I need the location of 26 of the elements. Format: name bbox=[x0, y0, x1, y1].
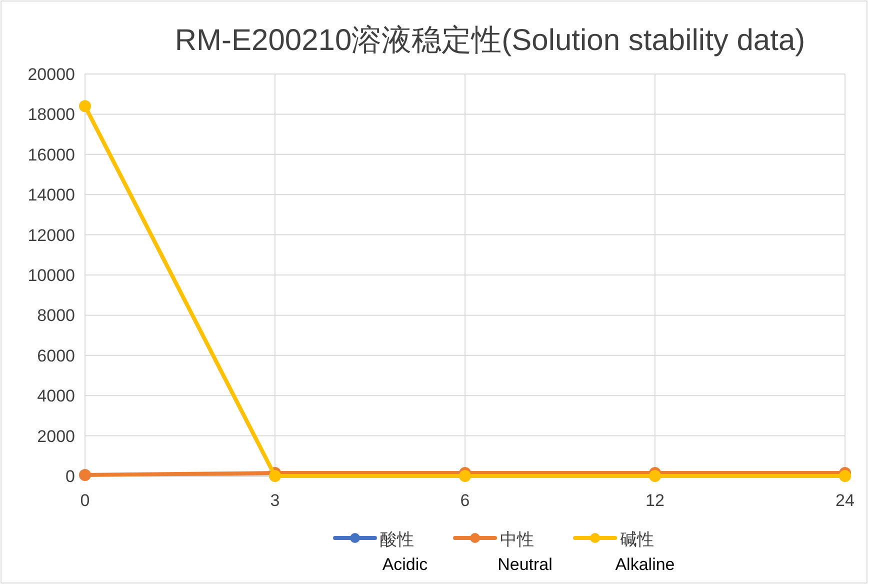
legend-label: 碱性 Alkaline bbox=[615, 530, 675, 574]
x-tick-label: 24 bbox=[836, 491, 854, 510]
y-tick-label: 8000 bbox=[37, 306, 75, 326]
point bbox=[459, 470, 471, 482]
y-tick-label: 2000 bbox=[37, 426, 75, 446]
y-tick-label: 18000 bbox=[28, 105, 75, 124]
y-tick-label: 4000 bbox=[37, 386, 75, 406]
x-tick-label: 12 bbox=[646, 491, 664, 510]
point bbox=[839, 470, 851, 482]
point bbox=[269, 470, 281, 482]
y-tick-label: 0 bbox=[66, 467, 75, 486]
y-tick-label: 20000 bbox=[28, 65, 75, 84]
y-tick-label: 12000 bbox=[28, 226, 75, 245]
y-tick-label: 6000 bbox=[37, 346, 75, 366]
y-tick-label: 10000 bbox=[28, 266, 75, 285]
legend-label: 酸性 Acidic bbox=[380, 530, 428, 574]
x-tick-label: 6 bbox=[460, 491, 470, 510]
x-tick-label: 3 bbox=[270, 491, 280, 510]
y-tick-label: 16000 bbox=[28, 145, 75, 164]
point bbox=[79, 100, 91, 112]
y-tick-label: 14000 bbox=[28, 186, 75, 205]
point bbox=[79, 468, 91, 481]
x-tick-label: 0 bbox=[80, 491, 90, 510]
point bbox=[649, 470, 661, 482]
legend-label: 中性 Neutral bbox=[498, 530, 552, 574]
chart-title: RM-E200210溶液稳定性(Solution stability data) bbox=[174, 24, 806, 57]
